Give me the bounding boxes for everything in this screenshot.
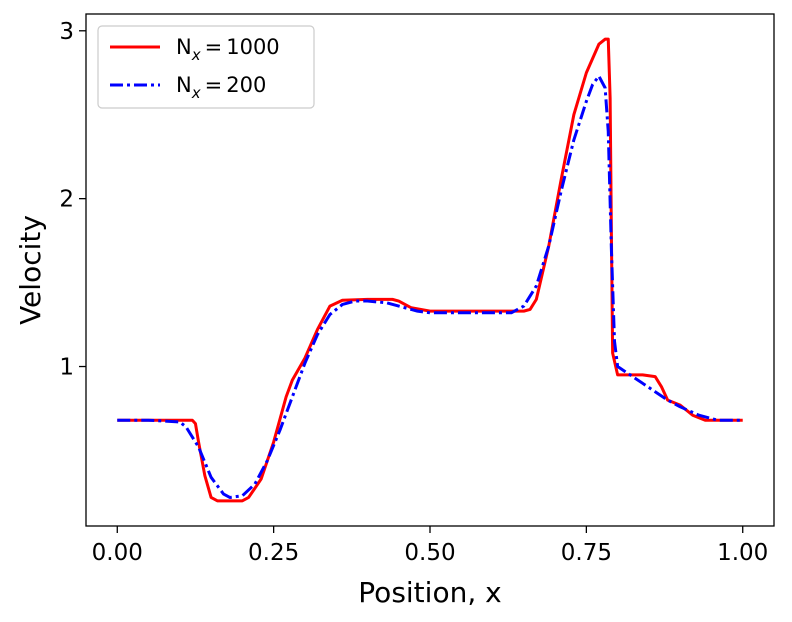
series-line-0: [117, 37, 743, 503]
legend-label-nx-1000: Nx = 1000: [176, 35, 280, 64]
legend-label-nx-200-value: 200: [226, 73, 266, 97]
legend-label-nx-1000-main: N: [176, 35, 192, 59]
y-tick-label: 3: [59, 19, 74, 45]
y-axis-label: Velocity: [14, 215, 47, 325]
legend: Nx = 1000 Nx = 200: [97, 25, 315, 109]
x-axis-label: Position, x: [358, 576, 501, 609]
legend-label-nx-200: Nx = 200: [176, 73, 266, 102]
legend-label-nx-1000-value: 1000: [226, 35, 279, 59]
legend-label-nx-1000-sub: x: [191, 46, 201, 64]
x-tick-label: 1.00: [717, 540, 768, 566]
series-line-1: [117, 74, 743, 499]
legend-label-nx-200-eq: =: [205, 73, 223, 97]
x-tick-label: 0.25: [248, 540, 299, 566]
y-tick-label: 2: [59, 187, 74, 213]
x-tick-label: 0.75: [561, 540, 612, 566]
ticks-layer: 0.00 0.25 0.50 0.75 1.00 1 2 3: [59, 19, 768, 566]
legend-label-nx-1000-eq: =: [205, 35, 223, 59]
legend-label-nx-200-main: N: [176, 73, 192, 97]
legend-label-nx-200-sub: x: [191, 84, 201, 102]
y-tick-label: 1: [59, 355, 74, 381]
x-tick-label: 0.00: [92, 540, 143, 566]
x-tick-label: 0.50: [404, 540, 455, 566]
series-layer: [117, 37, 743, 503]
